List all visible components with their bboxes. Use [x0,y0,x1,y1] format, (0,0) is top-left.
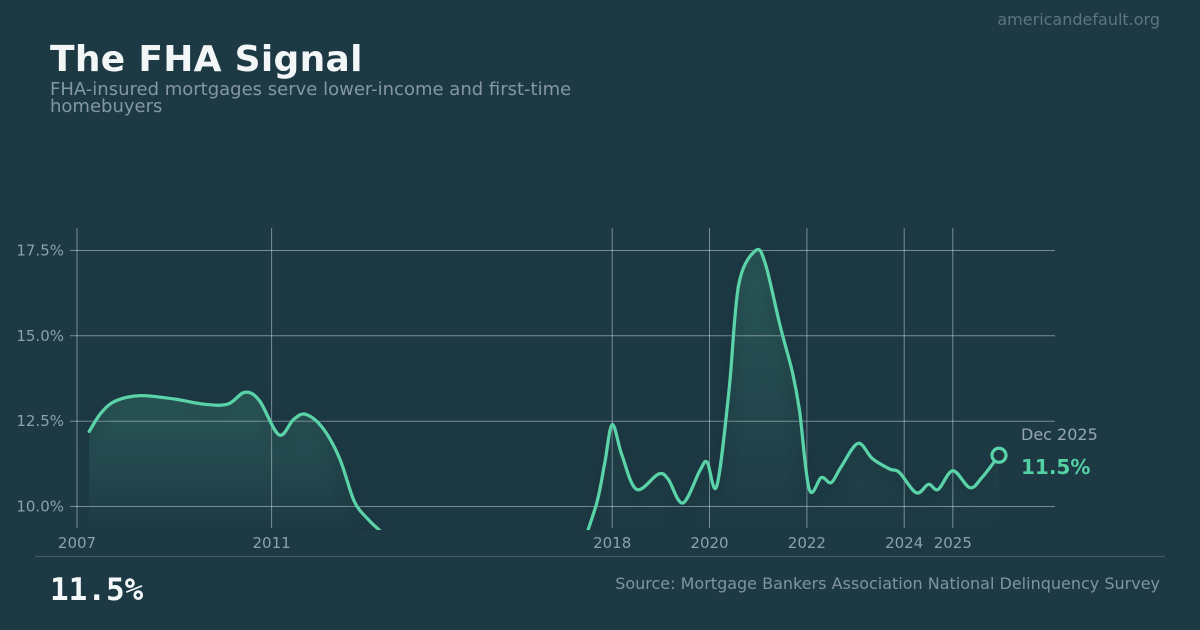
source-attribution: Source: Mortgage Bankers Association Nat… [615,574,1160,593]
series-areas [89,249,999,530]
x-tick-label: 2011 [253,534,291,552]
y-tick-label: 17.5% [16,242,64,260]
series-area [587,249,999,530]
gridlines: 10.0% 12.5% 15.0% 17.5% 2007 2011 2018 2020 2022… [16,228,1055,552]
series-line [586,247,1001,530]
series-line [87,390,382,530]
x-tick-label: 2024 [885,534,923,552]
chart-subtitle-line2: homebuyers [50,96,163,117]
page-title: The FHA Signal [50,39,363,80]
watermark: americandefault.org [997,10,1160,29]
end-marker [990,446,1008,464]
y-tick-label: 10.0% [16,498,64,516]
x-tick-label: 2007 [58,534,96,552]
footer-current-value: 11.5% [50,572,144,608]
x-tick-label: 2020 [690,534,728,552]
y-tick-label: 15.0% [16,327,64,345]
series-lines [87,247,1001,530]
series-area [89,392,384,530]
endpoint-value-label: 11.5% [1021,455,1091,479]
x-tick-label: 2025 [934,534,972,552]
chart-subtitle-line1: FHA-insured mortgages serve lower-income… [50,79,572,100]
x-tick-label: 2022 [788,534,826,552]
x-tick-label: 2018 [593,534,631,552]
endpoint-date-label: Dec 2025 [1021,425,1098,444]
footer-divider [35,556,1165,557]
y-tick-label: 12.5% [16,412,64,430]
